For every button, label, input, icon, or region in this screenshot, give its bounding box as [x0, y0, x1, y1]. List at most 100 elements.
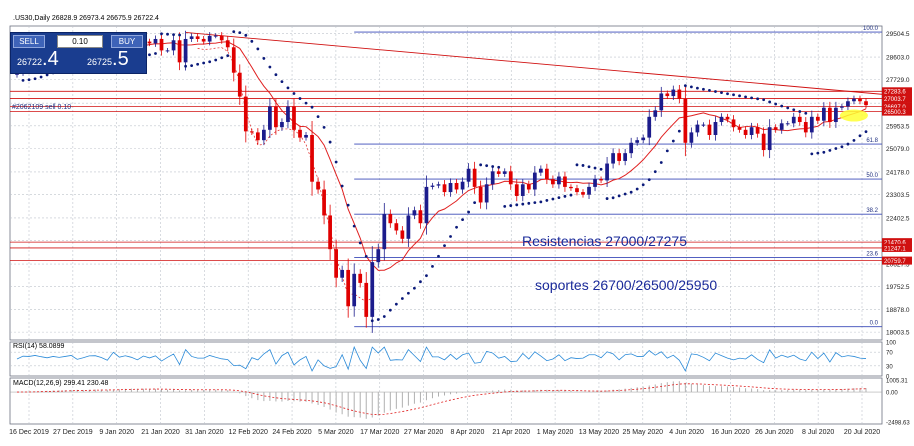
- candle-body: [460, 181, 465, 190]
- sar-dot: [45, 73, 49, 77]
- sar-dot: [671, 139, 675, 143]
- sar-dot: [455, 225, 458, 229]
- sar-dot: [569, 193, 573, 197]
- sar-dot: [581, 164, 585, 167]
- lot-input[interactable]: 0.10: [57, 35, 103, 48]
- sar-dot: [202, 61, 206, 65]
- candle-body: [551, 179, 555, 185]
- sar-dot: [635, 187, 639, 191]
- candle-body: [237, 72, 242, 97]
- sell-price[interactable]: 26722.4: [17, 48, 59, 73]
- buy-button[interactable]: BUY: [111, 35, 143, 48]
- sar-dot: [262, 57, 266, 60]
- sar-dot: [473, 201, 477, 205]
- buy-price[interactable]: 26725.5: [87, 48, 129, 73]
- sar-dot: [334, 160, 338, 164]
- candle-body: [593, 179, 597, 187]
- moving-average: [16, 41, 867, 302]
- sar-dot: [816, 151, 820, 155]
- x-tick-label: 17 Mar 2020: [360, 429, 399, 436]
- candle-body: [659, 93, 664, 111]
- rsi-tick-label: 70: [886, 351, 893, 357]
- candle-body: [183, 38, 188, 63]
- candle-body: [201, 38, 206, 42]
- candle-body: [213, 35, 218, 37]
- candle-body: [412, 210, 417, 216]
- sar-dot: [244, 33, 248, 37]
- candle-body: [502, 171, 507, 174]
- candle-body: [153, 38, 158, 44]
- sar-dot: [786, 106, 790, 110]
- sar-dot: [382, 315, 386, 318]
- sar-dot: [208, 60, 212, 64]
- sar-dot: [756, 97, 760, 101]
- sar-dot: [714, 90, 717, 93]
- candle-body: [761, 133, 766, 151]
- sar-dot: [599, 167, 603, 171]
- x-tick-label: 12 Feb 2020: [229, 429, 268, 436]
- candle-body: [352, 273, 357, 307]
- macd-tick-label: 1005.31: [886, 379, 908, 385]
- candle-body: [707, 124, 712, 135]
- sar-dot: [533, 201, 537, 205]
- candle-body: [219, 35, 224, 41]
- sar-dot: [551, 197, 555, 201]
- y-tick-label: 25953.5: [886, 123, 910, 130]
- candle-body: [773, 127, 778, 130]
- sar-dot: [437, 254, 440, 258]
- rsi-panel-frame: [9, 341, 883, 377]
- candle-body: [225, 40, 230, 48]
- sell-price-main: 26722: [17, 57, 43, 67]
- candle-body: [243, 96, 248, 132]
- sar-dot: [419, 280, 422, 284]
- x-tick-label: 20 Jul 2020: [844, 429, 880, 436]
- candle-body: [268, 106, 272, 130]
- candle-body: [430, 185, 435, 187]
- price-tag-label: 21247.1: [884, 246, 906, 252]
- sar-dot: [232, 30, 236, 34]
- candle-body: [653, 110, 658, 117]
- highlight-ellipse: [839, 109, 868, 122]
- price-tag-box: [882, 102, 912, 111]
- candle-body: [828, 107, 832, 123]
- sar-dot: [846, 142, 850, 146]
- candle-body: [496, 171, 501, 174]
- sar-dot: [250, 39, 254, 43]
- sar-dot: [485, 164, 489, 168]
- price-tag-label: 21470.6: [884, 240, 906, 246]
- candle-body: [821, 107, 826, 121]
- candle-body: [629, 142, 634, 154]
- sell-button[interactable]: SELL: [13, 35, 45, 48]
- sar-dot: [220, 56, 224, 60]
- candle-body: [611, 153, 615, 164]
- candle-body: [858, 98, 862, 102]
- buy-price-main: 26725: [87, 57, 113, 67]
- sar-dot: [340, 184, 344, 188]
- candle-body: [231, 47, 236, 73]
- fib-level-label: 50.0: [866, 173, 878, 179]
- supports-annotation: soportes 26700/26500/25950: [535, 277, 717, 293]
- rsi-tick-label: 0: [886, 375, 890, 381]
- candle-body: [581, 192, 585, 195]
- price-tag-box: [882, 87, 912, 96]
- sar-dot: [840, 145, 844, 149]
- price-panel-frame: [9, 25, 883, 341]
- candle-body: [177, 40, 182, 63]
- sar-dot: [563, 194, 567, 198]
- candle-body: [195, 36, 200, 39]
- price-tag-label: 26500.3: [884, 110, 906, 116]
- sar-dot: [762, 98, 766, 102]
- candle-body: [809, 116, 814, 133]
- y-tick-label: 18003.5: [886, 330, 910, 337]
- candle-body: [207, 35, 212, 42]
- sar-dot: [587, 165, 591, 169]
- sar-dot: [166, 32, 169, 36]
- candle-body: [852, 98, 856, 102]
- x-tick-label: 27 Dec 2019: [53, 429, 93, 436]
- y-tick-label: 19752.5: [886, 284, 910, 291]
- sar-dot: [292, 92, 296, 95]
- sar-dot: [647, 178, 651, 182]
- sar-dot: [226, 54, 230, 58]
- candle-body: [322, 189, 326, 216]
